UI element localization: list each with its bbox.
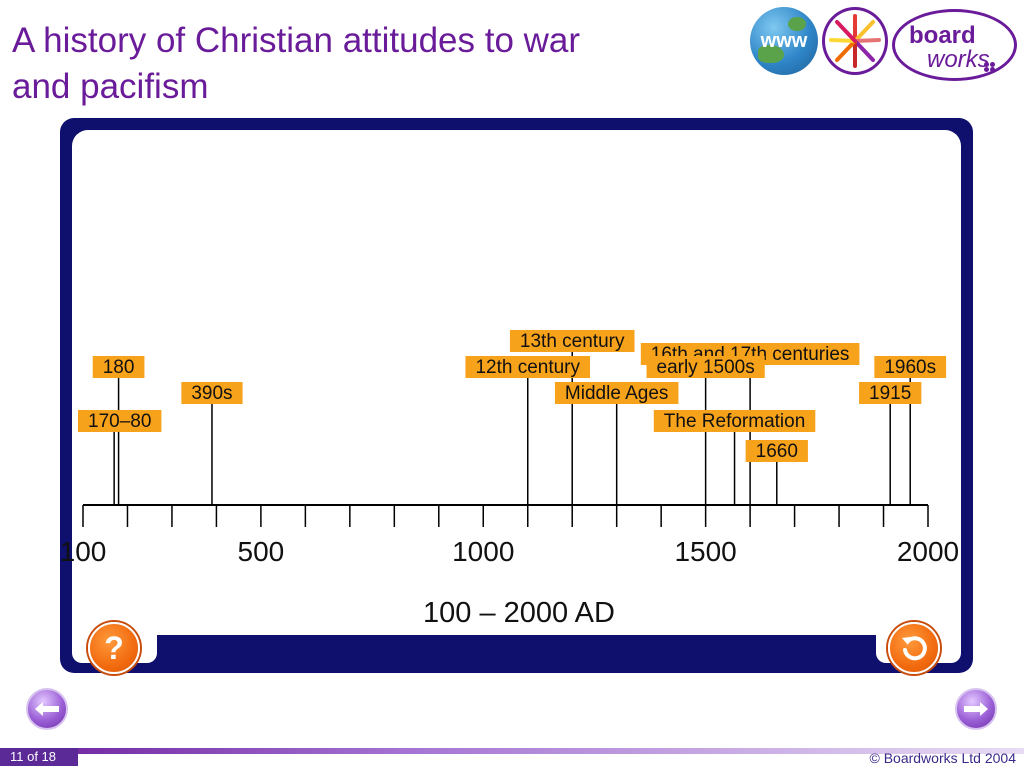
slide-title-line1: A history of Christian attitudes to war [12,21,581,60]
boardworks-logo[interactable]: board works [892,9,1017,81]
boardworks-logo-line1: board [909,22,976,49]
prev-arrow-icon [35,702,59,716]
boardworks-logo-line2: works [927,46,990,73]
timeline-panel [72,130,961,635]
previous-slide-button[interactable] [26,688,68,730]
help-button-label: ? [104,629,124,666]
reset-icon [902,636,927,661]
www-globe-icon[interactable]: www [750,7,818,75]
help-button[interactable]: ? [88,622,140,674]
slide-number: 11 of 18 [0,748,78,766]
next-arrow-icon [964,702,988,716]
next-slide-button[interactable] [955,688,997,730]
slide-title-line2: and pacifism [12,67,209,106]
logo-group: www board works [745,3,1020,81]
copyright-notice: © Boardworks Ltd 2004 [869,750,1016,766]
reset-button[interactable] [888,622,940,674]
activity-frame [60,118,973,673]
www-label: www [760,29,808,52]
footer-divider [0,748,1024,754]
pencils-icon[interactable] [822,7,888,75]
slide-title: A history of Christian attitudes to war … [12,18,712,110]
logo-dots-icon [984,62,1000,72]
